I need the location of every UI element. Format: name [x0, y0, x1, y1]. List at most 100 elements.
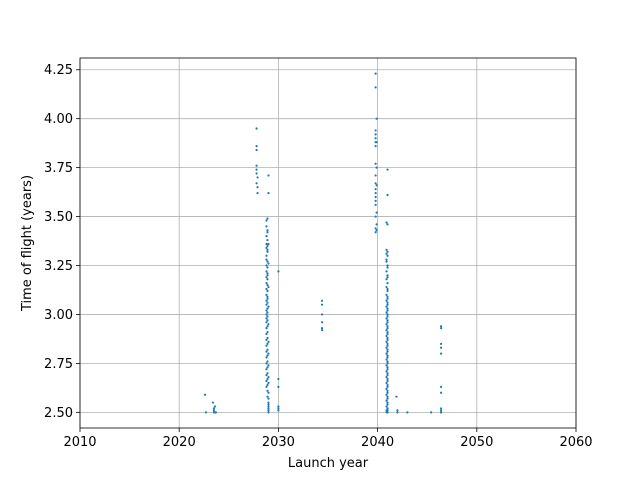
data-point [266, 342, 269, 345]
data-point [266, 301, 269, 304]
data-point [396, 411, 399, 414]
data-point [265, 350, 268, 353]
data-point [386, 254, 389, 257]
data-point [266, 330, 269, 334]
data-point [386, 295, 389, 298]
data-point [386, 401, 389, 404]
data-point [266, 229, 269, 232]
data-point [266, 354, 269, 357]
data-point [439, 391, 443, 394]
data-point [320, 329, 324, 332]
data-point [265, 309, 268, 312]
data-point [265, 276, 268, 279]
data-point [266, 274, 269, 277]
data-point [265, 219, 268, 222]
data-point [386, 313, 389, 316]
data-point [385, 293, 388, 296]
data-point [266, 248, 269, 251]
data-point [267, 411, 270, 414]
data-point [386, 309, 389, 312]
data-point [385, 399, 388, 402]
data-point [386, 366, 389, 369]
data-point [386, 332, 389, 336]
data-point [374, 203, 377, 206]
data-point [267, 352, 270, 355]
data-point [265, 313, 268, 316]
data-point [266, 366, 269, 369]
grid [79, 58, 577, 428]
data-point [267, 403, 270, 406]
data-point [386, 264, 389, 267]
data-point [386, 409, 389, 412]
data-point [385, 370, 388, 373]
data-point [266, 231, 269, 234]
data-point [256, 186, 259, 189]
data-point [386, 391, 389, 394]
data-point [265, 225, 268, 228]
data-point [255, 148, 258, 152]
data-point [266, 389, 269, 392]
data-point [386, 193, 389, 197]
data-point [386, 325, 389, 328]
x-axis-label: Launch year [288, 456, 369, 471]
data-point [277, 377, 280, 381]
data-point [374, 174, 377, 177]
data-point [374, 129, 377, 132]
data-point [385, 358, 388, 361]
data-point [266, 278, 269, 281]
data-point [386, 403, 389, 406]
y-tick-label: 4.25 [44, 63, 73, 78]
y-tick-label: 2.50 [44, 406, 73, 421]
data-point [267, 407, 270, 410]
data-point [375, 184, 378, 187]
data-point [439, 385, 443, 388]
data-point [385, 311, 388, 314]
data-point [385, 317, 388, 320]
data-point [265, 321, 268, 324]
data-point [386, 297, 389, 300]
data-point [385, 252, 388, 255]
data-point [266, 244, 269, 248]
data-point [267, 401, 270, 404]
data-point [266, 325, 269, 328]
data-point [277, 405, 280, 408]
data-point [255, 172, 258, 175]
data-point [374, 133, 377, 136]
data-point [265, 287, 268, 291]
data-point [386, 289, 389, 293]
data-point [265, 344, 268, 347]
data-point [386, 321, 389, 324]
data-point [266, 383, 269, 387]
data-point [265, 368, 268, 371]
data-point [203, 393, 207, 396]
data-point [267, 323, 270, 326]
data-point [374, 86, 377, 89]
data-point [265, 282, 268, 285]
data-point [439, 407, 443, 410]
data-point [439, 346, 443, 349]
y-axis-ticks: 2.50 2.75 3.00 3.25 3.50 3.75 4.00 4.25 [44, 63, 80, 421]
data-point [386, 407, 389, 410]
data-point [386, 383, 389, 387]
data-point [386, 397, 389, 400]
data-point [266, 348, 269, 351]
data-point [374, 182, 377, 185]
data-point [386, 356, 389, 359]
data-point [266, 360, 269, 363]
data-point [385, 299, 388, 302]
data-point [266, 297, 269, 300]
data-point [385, 376, 388, 379]
x-tick-label: 2010 [63, 435, 96, 450]
data-point [374, 188, 377, 191]
data-point [265, 246, 268, 249]
data-point [375, 117, 378, 120]
data-point [375, 211, 378, 214]
data-point [266, 319, 269, 322]
data-point [386, 377, 389, 381]
data-point [406, 411, 409, 414]
data-point [374, 191, 377, 195]
data-point [266, 372, 269, 375]
data-point [396, 409, 399, 412]
data-point [386, 350, 389, 353]
